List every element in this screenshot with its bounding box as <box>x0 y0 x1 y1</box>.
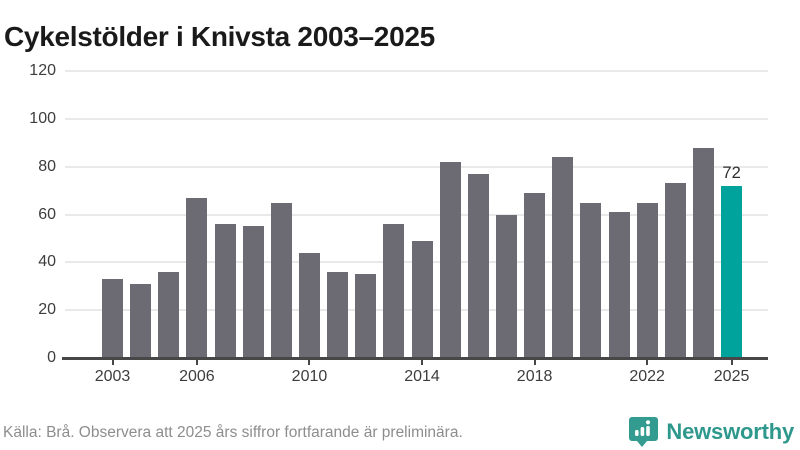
newsworthy-barchart-bubble-icon <box>629 417 659 447</box>
chart-title: Cykelstölder i Knivsta 2003–2025 <box>4 20 435 52</box>
bar-2019 <box>552 157 574 358</box>
bar-2025 <box>721 185 743 358</box>
x-tick-label-2018: 2018 <box>516 368 553 385</box>
x-tick-label-2014: 2014 <box>404 368 440 385</box>
gridline-y100 <box>65 117 768 120</box>
y-tick-label-0: 0 <box>47 349 56 366</box>
gridline-y120 <box>65 70 768 72</box>
y-tick-label-80: 80 <box>38 157 56 175</box>
y-tick-label-40: 40 <box>38 253 56 271</box>
source-note: Källa: Brå. Observera att 2025 års siffr… <box>3 424 463 441</box>
x-tick-label-2003: 2003 <box>94 368 131 385</box>
x-axis-line <box>62 357 768 360</box>
y-tick-label-20: 20 <box>38 301 56 319</box>
y-tick-label-120: 120 <box>29 62 56 79</box>
x-tick-label-2010: 2010 <box>291 368 328 385</box>
bar-2016 <box>467 173 489 358</box>
y-tick-label-100: 100 <box>29 109 56 127</box>
x-tick-2014 <box>421 359 424 365</box>
y-tick-label-60: 60 <box>38 205 56 223</box>
x-tick-2022 <box>646 359 649 365</box>
bar-2005 <box>158 271 180 358</box>
bar-2008 <box>242 226 264 358</box>
newsworthy-logo: Newsworthy <box>628 416 794 447</box>
bar-2015 <box>439 161 461 358</box>
bar-2009 <box>270 202 292 358</box>
bar-2022 <box>636 202 658 358</box>
bar-2018 <box>524 192 546 358</box>
bar-2012 <box>355 274 377 358</box>
bar-2010 <box>298 252 320 358</box>
x-tick-label-2022: 2022 <box>629 368 665 385</box>
bar-2007 <box>214 224 236 358</box>
x-tick-2018 <box>533 359 536 365</box>
chart-plot-area <box>65 70 768 358</box>
bar-2003 <box>102 279 123 358</box>
bar-2023 <box>664 183 686 358</box>
bar-2014 <box>411 240 433 358</box>
bar-2024 <box>692 147 714 358</box>
bar-2011 <box>327 271 349 358</box>
bar-2004 <box>130 283 152 358</box>
x-tick-label-2025: 2025 <box>713 368 750 385</box>
bar-2021 <box>608 212 630 358</box>
gridline-y80 <box>65 165 768 168</box>
highlight-value-label: 72 <box>722 163 741 182</box>
x-tick-2025 <box>730 359 733 365</box>
x-tick-label-2006: 2006 <box>179 368 215 385</box>
x-tick-2003 <box>111 359 114 365</box>
bar-2020 <box>580 202 602 358</box>
gridline-y60 <box>65 213 768 216</box>
bar-2006 <box>186 197 208 358</box>
bar-2013 <box>383 224 405 358</box>
x-tick-2010 <box>308 359 311 365</box>
newsworthy-wordmark: Newsworthy <box>666 418 794 444</box>
bar-2017 <box>495 214 517 358</box>
x-tick-2006 <box>195 359 198 365</box>
